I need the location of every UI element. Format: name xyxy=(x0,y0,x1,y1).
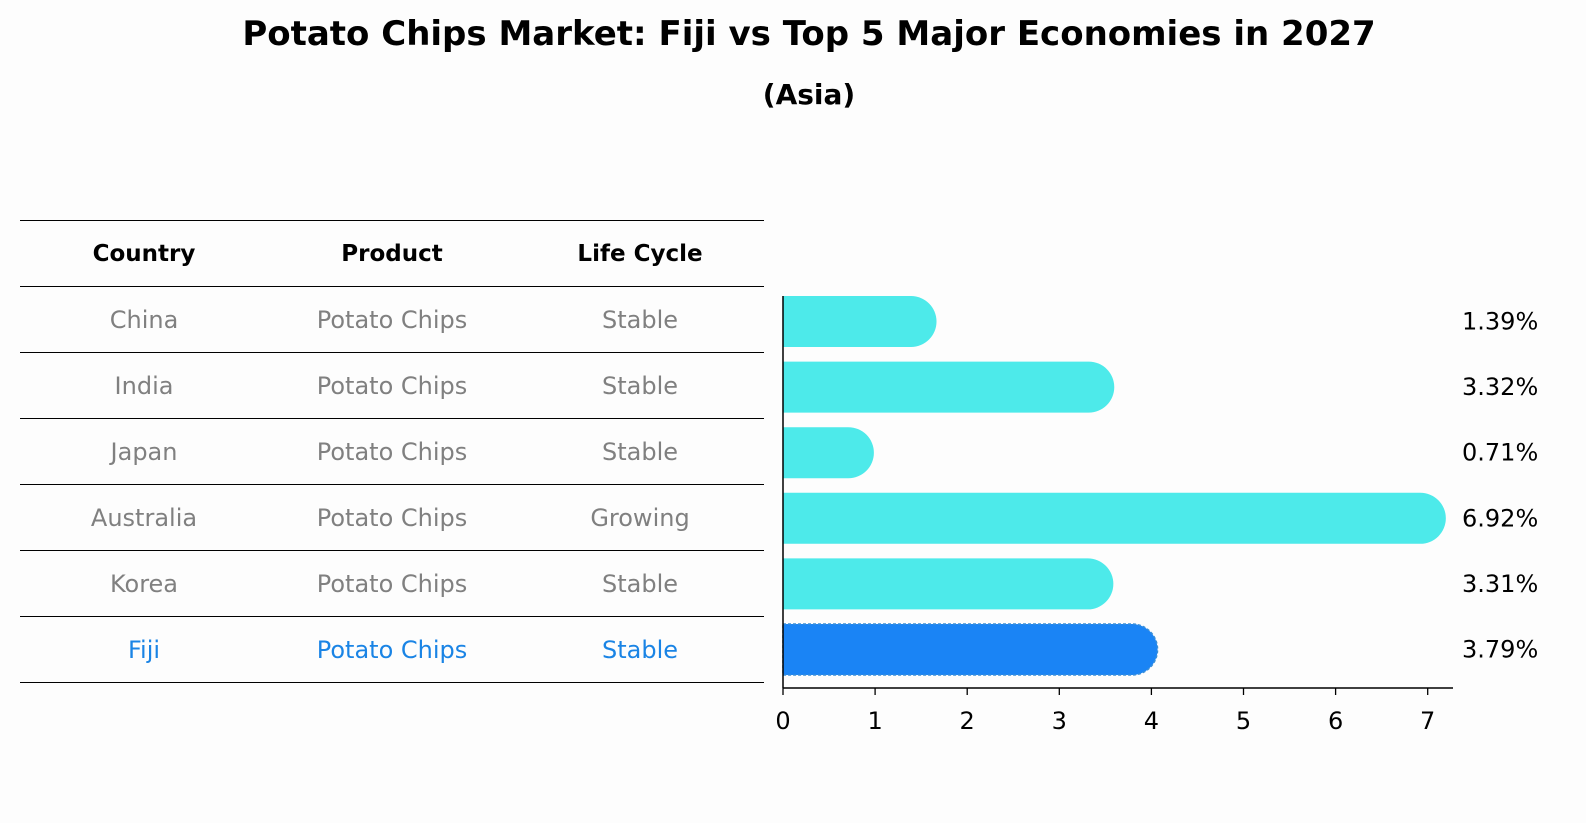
bar xyxy=(783,361,1115,413)
cell-country: India xyxy=(114,371,174,400)
x-tick-label: 3 xyxy=(1052,707,1067,735)
cell-life-cycle: Stable xyxy=(601,569,679,598)
bar xyxy=(783,492,1446,544)
x-tick-label: 5 xyxy=(1236,707,1251,735)
cell-country: China xyxy=(109,305,179,334)
bar xyxy=(783,558,1114,610)
chart-subtitle: (Asia) xyxy=(762,78,856,111)
table-row: China Potato Chips Stable xyxy=(20,286,764,352)
x-tick-label: 0 xyxy=(775,707,790,735)
header-life-cycle: Life Cycle xyxy=(577,240,703,267)
value-label: 3.32% xyxy=(1462,373,1538,401)
bar xyxy=(783,427,874,479)
bar xyxy=(783,296,937,347)
cell-country: Korea xyxy=(109,569,179,598)
cell-country: Australia xyxy=(90,503,198,532)
cell-country: Japan xyxy=(110,437,178,466)
cell-country: Fiji xyxy=(127,635,161,664)
chart-title: Potato Chips Market: Fiji vs Top 5 Major… xyxy=(242,14,1376,54)
value-label: 3.31% xyxy=(1462,570,1538,598)
cell-product: Potato Chips xyxy=(316,305,468,334)
value-label: 3.79% xyxy=(1462,636,1538,664)
table-row: Japan Potato Chips Stable xyxy=(20,418,764,484)
cell-product: Potato Chips xyxy=(316,503,468,532)
x-tick-label: 1 xyxy=(867,707,882,735)
cell-product: Potato Chips xyxy=(316,371,468,400)
table-header-row: Country Product Life Cycle xyxy=(20,220,764,286)
value-label: 6.92% xyxy=(1462,504,1538,532)
cell-life-cycle: Growing xyxy=(590,503,690,532)
table-row: India Potato Chips Stable xyxy=(20,352,764,418)
x-tick-label: 6 xyxy=(1328,707,1343,735)
value-label: 0.71% xyxy=(1462,439,1538,467)
x-tick-label: 2 xyxy=(960,707,975,735)
cell-life-cycle: Stable xyxy=(601,305,679,334)
table-row: Australia Potato Chips Growing xyxy=(20,484,764,550)
cell-product: Potato Chips xyxy=(316,437,468,466)
cell-life-cycle: Stable xyxy=(601,635,679,664)
cell-product: Potato Chips xyxy=(316,569,468,598)
bar-highlighted xyxy=(782,623,1159,676)
table-row-highlighted: Fiji Potato Chips Stable xyxy=(20,616,764,683)
table-row: Korea Potato Chips Stable xyxy=(20,550,764,616)
value-label: 1.39% xyxy=(1462,308,1538,336)
x-tick-label: 4 xyxy=(1144,707,1159,735)
header-country: Country xyxy=(92,240,196,267)
header-product: Product xyxy=(341,240,443,267)
cell-product: Potato Chips xyxy=(316,635,468,664)
cell-life-cycle: Stable xyxy=(601,371,679,400)
cell-life-cycle: Stable xyxy=(601,437,679,466)
x-tick-label: 7 xyxy=(1420,707,1435,735)
data-table: Country Product Life Cycle China Potato … xyxy=(20,220,764,683)
